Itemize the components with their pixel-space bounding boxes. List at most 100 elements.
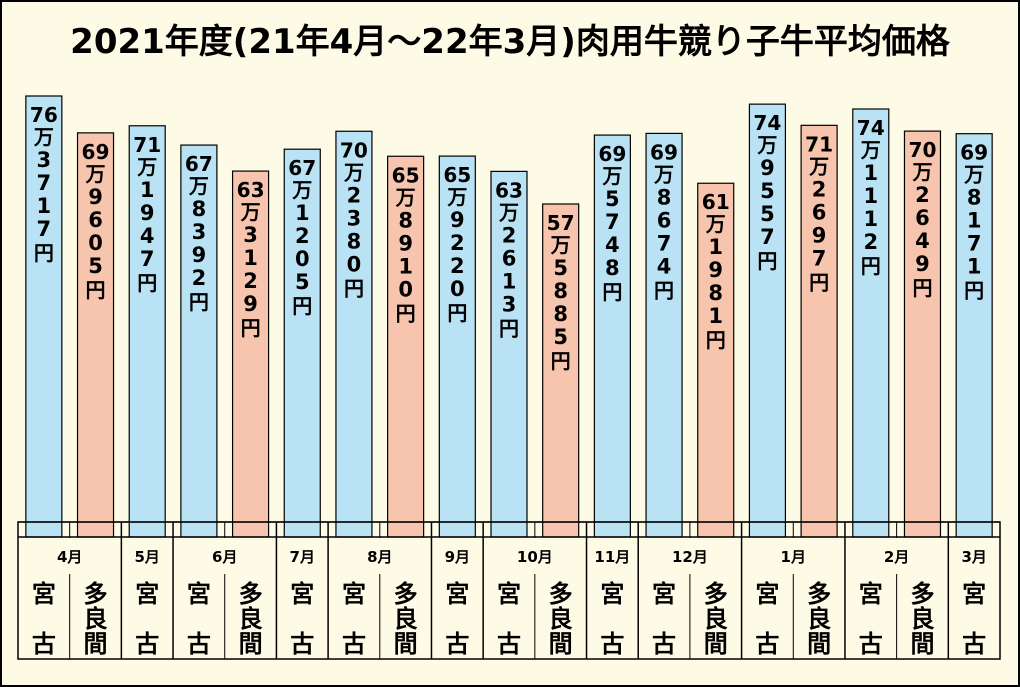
bar-value-unit: 円 bbox=[34, 241, 54, 265]
bar-value-digit: 9 bbox=[398, 231, 413, 255]
bar-value-unit: 円 bbox=[654, 278, 674, 302]
place-label: 間 bbox=[910, 630, 934, 658]
bar-value-digit: 1 bbox=[863, 207, 878, 231]
bar-value-unit: 円 bbox=[292, 294, 312, 318]
bar-value-unit-man: 万 bbox=[911, 160, 932, 184]
bar-value-unit-man: 万 bbox=[291, 178, 312, 202]
month-label: 9月 bbox=[445, 548, 470, 566]
bar-miyako bbox=[748, 103, 787, 538]
bar-value-digit: 2 bbox=[812, 177, 827, 201]
bar-value-digit: 3 bbox=[37, 148, 52, 172]
bar-value-man: 71 bbox=[133, 133, 161, 157]
bar-value-digit: 1 bbox=[967, 209, 982, 233]
bar-value-digit: 5 bbox=[605, 187, 620, 211]
bar-value-man: 69 bbox=[598, 142, 626, 166]
bar-value-digit: 1 bbox=[967, 255, 982, 279]
bar-value-digit: 2 bbox=[295, 224, 310, 248]
bar-value-digit: 2 bbox=[347, 183, 362, 207]
bar-value-digit: 3 bbox=[192, 220, 207, 244]
bar-value-unit: 円 bbox=[189, 290, 209, 314]
bar-miyako bbox=[852, 108, 890, 538]
bar-value-man: 69 bbox=[82, 140, 110, 164]
place-label: 古 bbox=[32, 630, 56, 658]
bar-value-man: 63 bbox=[237, 178, 265, 202]
bar-value-digit: 6 bbox=[915, 206, 930, 230]
bar-value-digit: 5 bbox=[553, 325, 568, 349]
bar-value-unit: 円 bbox=[912, 276, 932, 300]
bar-value-man: 74 bbox=[753, 111, 781, 135]
bar-value-digit: 9 bbox=[192, 243, 207, 267]
bar-value-unit: 円 bbox=[86, 278, 106, 302]
bar-value-digit: 1 bbox=[37, 194, 52, 218]
bar-value-unit-man: 万 bbox=[550, 233, 571, 257]
month-label: 4月 bbox=[57, 548, 82, 566]
bar-value-digit: 7 bbox=[140, 247, 155, 271]
bar-value-man: 65 bbox=[392, 163, 420, 187]
bar-value-digit: 2 bbox=[502, 223, 517, 247]
place-label: 宮 bbox=[445, 580, 469, 608]
bar-tarama bbox=[697, 182, 735, 538]
bar-value-unit: 円 bbox=[499, 316, 519, 340]
month-label: 1月 bbox=[781, 548, 806, 566]
bar-value-unit: 円 bbox=[861, 254, 881, 278]
place-label: 古 bbox=[187, 630, 211, 658]
bar-value-digit: 7 bbox=[37, 171, 52, 195]
month-label: 7月 bbox=[290, 548, 315, 566]
place-label: 宮 bbox=[135, 580, 159, 608]
bar-value-digit: 8 bbox=[967, 186, 982, 210]
place-label: 宮 bbox=[32, 580, 56, 608]
bar-miyako bbox=[645, 132, 683, 538]
bar-value-digit: 2 bbox=[915, 183, 930, 207]
bar-value-unit-man: 万 bbox=[860, 138, 881, 162]
place-label: 宮 bbox=[497, 580, 521, 608]
bar-value-digit: 1 bbox=[863, 161, 878, 185]
bar-miyako bbox=[438, 155, 476, 538]
chart-title: 2021年度(21年4月～22年3月)肉用牛競り子牛平均価格 bbox=[70, 22, 950, 62]
bar-value-unit: 円 bbox=[706, 328, 726, 352]
bar-value-digit: 2 bbox=[863, 230, 878, 254]
place-label: 古 bbox=[290, 630, 314, 658]
bar-value-digit: 5 bbox=[295, 270, 310, 294]
place-label: 古 bbox=[135, 630, 159, 658]
bar-miyako bbox=[283, 148, 321, 538]
bar-value-unit-man: 万 bbox=[601, 164, 622, 188]
bar-tarama bbox=[542, 203, 580, 538]
place-label: 良 bbox=[549, 605, 573, 633]
bar-value-man: 69 bbox=[650, 140, 678, 164]
bar-value-unit: 円 bbox=[551, 349, 571, 373]
bar-value-digit: 9 bbox=[760, 156, 775, 180]
place-label: 多 bbox=[239, 580, 263, 608]
bar-value-digit: 2 bbox=[450, 254, 465, 278]
bar-value-digit: 4 bbox=[605, 233, 620, 257]
bar-value-digit: 4 bbox=[657, 254, 672, 278]
bar-value-unit-man: 万 bbox=[446, 185, 467, 209]
bar-value-man: 65 bbox=[443, 163, 471, 187]
bar-value-digit: 4 bbox=[915, 229, 930, 253]
place-label: 宮 bbox=[859, 580, 883, 608]
bar-value-man: 70 bbox=[340, 138, 368, 162]
place-label: 古 bbox=[445, 630, 469, 658]
bar-value-man: 67 bbox=[288, 156, 316, 180]
month-label: 6月 bbox=[212, 548, 237, 566]
bar-value-unit: 円 bbox=[602, 280, 622, 304]
bar-value-unit-man: 万 bbox=[395, 185, 416, 209]
bar-value-unit: 円 bbox=[964, 279, 984, 303]
bar-value-unit: 円 bbox=[809, 270, 829, 294]
place-label: 宮 bbox=[600, 580, 624, 608]
month-label: 3月 bbox=[961, 548, 986, 566]
place-label: 多 bbox=[84, 580, 108, 608]
bar-value-digit: 0 bbox=[347, 252, 362, 276]
place-label: 多 bbox=[704, 580, 728, 608]
bar-tarama bbox=[387, 155, 425, 538]
place-label: 良 bbox=[704, 605, 728, 633]
place-label: 古 bbox=[600, 630, 624, 658]
bar-value-unit: 円 bbox=[757, 249, 777, 273]
place-label: 古 bbox=[497, 630, 521, 658]
bar-value-digit: 7 bbox=[605, 210, 620, 234]
place-label: 間 bbox=[704, 630, 728, 658]
bar-value-digit: 8 bbox=[398, 208, 413, 232]
bar-value-unit-man: 万 bbox=[85, 162, 106, 186]
bar-value-digit: 9 bbox=[450, 208, 465, 232]
place-label: 間 bbox=[84, 630, 108, 658]
